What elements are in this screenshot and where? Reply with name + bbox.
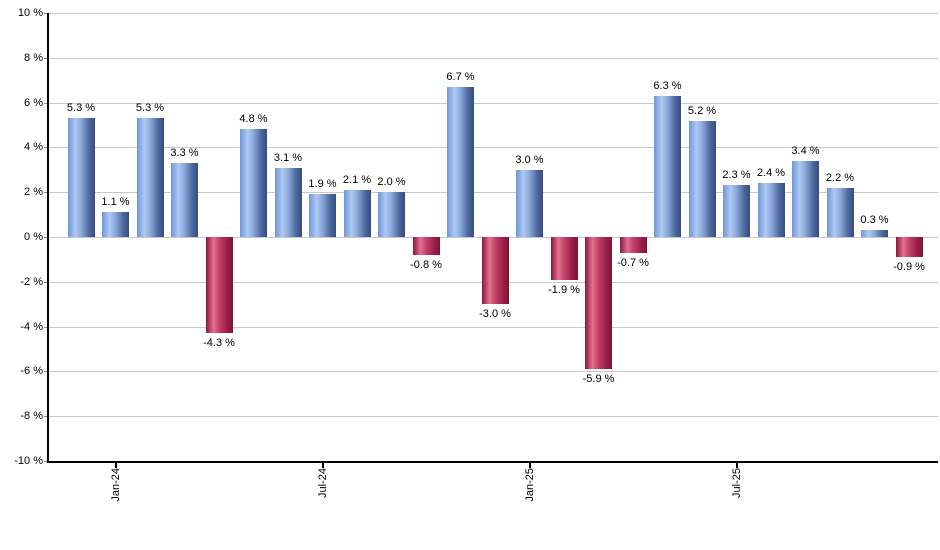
bar-value-label-sep-25: 3.4 % (791, 145, 820, 157)
bar-feb-25[interactable] (551, 237, 578, 280)
bar-dec-23[interactable] (68, 118, 95, 237)
bar-apr-24[interactable] (206, 237, 233, 333)
y-axis-tick (44, 327, 48, 328)
y-axis-tick (44, 192, 48, 193)
bar-nov-24[interactable] (447, 87, 474, 237)
y-axis-tick-label: 0 % (24, 231, 43, 243)
y-gridline (48, 13, 938, 14)
y-axis-tick-label: 8 % (24, 52, 43, 64)
bar-aug-25[interactable] (758, 183, 785, 237)
x-axis-tick (736, 463, 738, 468)
x-axis-tick (115, 463, 117, 468)
y-axis-tick-label: -6 % (20, 365, 43, 377)
x-axis-tick-label: Jul-25 (731, 468, 743, 498)
y-axis-tick-label: 6 % (24, 97, 43, 109)
y-gridline (48, 147, 938, 148)
bar-value-label-apr-25: -0.7 % (617, 257, 649, 269)
y-gridline (48, 416, 938, 417)
y-axis-tick-label: -10 % (14, 455, 43, 467)
bar-value-label-aug-25: 2.4 % (756, 167, 786, 179)
bar-value-label-jan-24: 1.1 % (101, 196, 130, 208)
y-gridline (48, 58, 938, 59)
bar-apr-25[interactable] (620, 237, 647, 253)
y-axis (47, 13, 49, 463)
bar-value-label-oct-25: 2.2 % (825, 172, 855, 184)
bar-oct-25[interactable] (827, 188, 854, 237)
y-axis-tick (44, 147, 48, 148)
bar-value-label-jul-24: 1.9 % (308, 178, 337, 190)
bar-aug-24[interactable] (344, 190, 371, 237)
bar-value-label-sep-24: 2.0 % (377, 176, 406, 188)
y-axis-tick-label: 4 % (24, 141, 43, 153)
bar-value-label-feb-25: -1.9 % (548, 284, 580, 296)
x-axis-tick-label: Jan-24 (110, 468, 122, 502)
y-gridline (48, 192, 938, 193)
bar-value-label-may-25: 6.3 % (653, 80, 682, 92)
y-gridline (48, 103, 938, 104)
bar-oct-24[interactable] (413, 237, 440, 255)
bar-may-25[interactable] (654, 96, 681, 237)
bar-mar-25[interactable] (585, 237, 612, 369)
bar-value-label-dec-23: 5.3 % (66, 102, 96, 114)
bar-value-label-mar-25: -5.9 % (582, 373, 615, 385)
bar-value-label-oct-24: -0.8 % (410, 259, 442, 271)
y-axis-tick (44, 282, 48, 283)
bar-value-label-dec-25: -0.9 % (893, 261, 925, 273)
bar-jun-24[interactable] (275, 168, 302, 237)
y-axis-tick (44, 416, 48, 417)
y-gridline (48, 327, 938, 328)
bar-value-label-feb-24: 5.3 % (135, 102, 165, 114)
bar-value-label-may-24: 4.8 % (239, 113, 268, 125)
y-axis-tick-label: 2 % (24, 186, 43, 198)
y-axis-tick (44, 13, 48, 14)
bar-jan-25[interactable] (516, 170, 543, 237)
bar-jul-25[interactable] (723, 185, 750, 237)
y-axis-tick (44, 371, 48, 372)
bar-jul-24[interactable] (309, 194, 336, 237)
bar-dec-25[interactable] (896, 237, 923, 257)
bar-value-label-mar-24: 3.3 % (170, 147, 199, 159)
bar-may-24[interactable] (240, 129, 267, 237)
bar-value-label-apr-24: -4.3 % (203, 337, 235, 349)
bar-value-label-jan-25: 3.0 % (515, 154, 544, 166)
bar-jan-24[interactable] (102, 212, 129, 237)
y-gridline (48, 371, 938, 372)
y-axis-tick (44, 58, 48, 59)
bar-sep-24[interactable] (378, 192, 405, 237)
y-axis-tick-label: 10 % (17, 7, 43, 19)
x-axis (47, 461, 938, 463)
y-axis-tick-label: -4 % (20, 321, 43, 333)
y-axis-tick (44, 237, 48, 238)
bar-value-label-jul-25: 2.3 % (722, 169, 751, 181)
y-axis-tick-label: -8 % (20, 410, 43, 422)
bar-value-label-jun-24: 3.1 % (273, 152, 303, 164)
bar-nov-25[interactable] (861, 230, 888, 237)
y-axis-tick (44, 461, 48, 462)
bar-jun-25[interactable] (689, 121, 716, 237)
bar-feb-24[interactable] (137, 118, 164, 237)
bar-value-label-jun-25: 5.2 % (687, 105, 717, 117)
y-axis-tick (44, 103, 48, 104)
bar-value-label-dec-24: -3.0 % (479, 308, 511, 320)
bar-value-label-nov-25: 0.3 % (860, 214, 889, 226)
bar-value-label-nov-24: 6.7 % (446, 71, 475, 83)
x-axis-tick (322, 463, 324, 468)
bar-sep-25[interactable] (792, 161, 819, 237)
bar-dec-24[interactable] (482, 237, 509, 304)
x-axis-tick (529, 463, 531, 468)
x-axis-tick-label: Jan-25 (524, 468, 536, 502)
x-axis-tick-label: Jul-24 (317, 468, 329, 498)
y-axis-tick-label: -2 % (20, 276, 43, 288)
bar-mar-24[interactable] (171, 163, 198, 237)
bar-value-label-aug-24: 2.1 % (342, 174, 372, 186)
